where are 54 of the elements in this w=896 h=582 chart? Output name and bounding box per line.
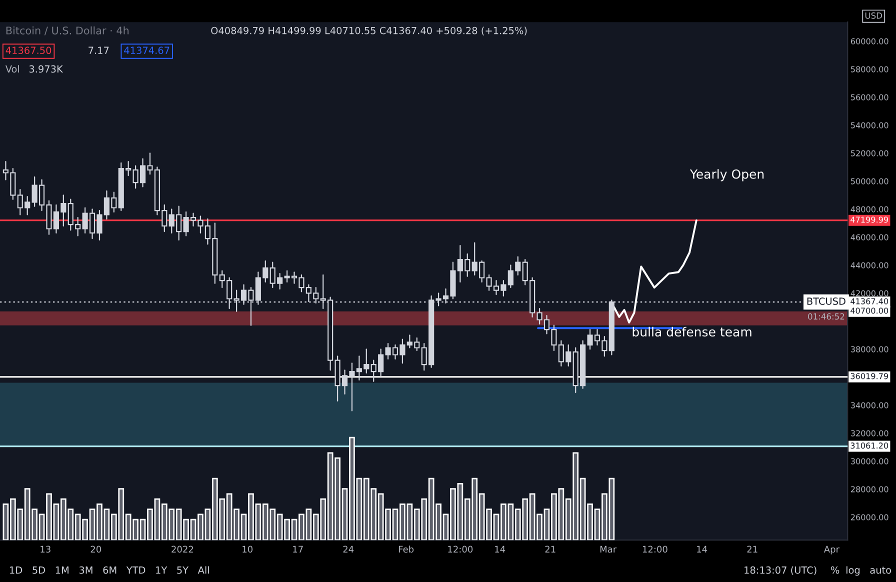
y-tick-label: 42000.00 (850, 290, 888, 296)
annotation: 7.17 (88, 46, 109, 54)
y-tick-label: 28000.00 (850, 486, 888, 492)
ref-line-label: 41367.40 (850, 298, 888, 304)
y-tick-label: 34000.00 (851, 402, 888, 408)
y-tick-label: 30000.00 (851, 458, 888, 464)
x-tick-label: 14 (697, 546, 708, 553)
y-tick-label: 58000.00 (851, 66, 888, 72)
ref-line-label: 47199.99 (850, 216, 888, 223)
annotation: 41374.67 (124, 46, 170, 54)
x-tick-label: 2022 (172, 546, 194, 553)
text: log (846, 566, 860, 576)
y-tick-label: 60000.00 (850, 38, 888, 44)
annotation: 01:46:52 (808, 313, 844, 320)
text: 1D 5D 1M 3M 6M YTD 1Y 5Y All (10, 566, 209, 574)
x-tick-label: 24 (343, 546, 354, 553)
x-tick-label: 12:00 (642, 546, 668, 553)
annotation: 3.973K (29, 65, 64, 73)
y-tick-label: 26000.00 (850, 514, 888, 520)
chart-title: Bitcoin / U.S. Dollar · 4h (6, 26, 129, 36)
annotation: bulla defense team (632, 326, 752, 337)
annotation: Vol (5, 65, 20, 73)
line-series (613, 219, 698, 324)
y-tick-label: 44000.00 (850, 262, 888, 268)
y-tick-label: 54000.00 (851, 122, 888, 128)
x-tick-label: Apr (824, 546, 840, 554)
x-tick-label: 13 (40, 546, 50, 553)
y-tick-label: 56000.00 (851, 94, 888, 100)
annotation: BTCUSD (807, 298, 846, 305)
y-tick-label: 48000.00 (850, 206, 888, 212)
text: % (830, 566, 840, 574)
ref-line-label: 31061.20 (850, 442, 888, 449)
x-tick-label: Feb (398, 546, 414, 553)
x-tick-label: 10 (242, 546, 253, 553)
x-tick-label: 21 (545, 546, 556, 553)
x-tick-label: 14 (495, 546, 506, 553)
y-tick-label: 38000.00 (851, 346, 888, 352)
x-tick-label: 12:00 (448, 546, 473, 553)
x-tick-label: 20 (90, 546, 102, 553)
text: 18:13:07 (UTC) (744, 566, 816, 575)
x-tick-label: 21 (747, 546, 758, 553)
y-tick-label: 52000.00 (851, 150, 888, 156)
text: auto (870, 566, 891, 574)
annotation: Yearly Open (690, 169, 764, 182)
text: USD (865, 12, 882, 19)
annotation: O40849.79 H41499.99 L40710.55 C41367.40 +509.28 (+1.25%) (211, 26, 527, 36)
y-tick-label: 50000.00 (851, 178, 888, 184)
y-tick-label: 32000.00 (851, 430, 888, 436)
x-tick-label: 17 (293, 546, 303, 553)
band-label: 40700.00 (850, 308, 888, 314)
x-tick-label: Mar (600, 546, 617, 553)
annotation: 41367.50 (6, 46, 52, 54)
y-tick-label: 46000.00 (850, 234, 888, 240)
ref-line-label: 36019.79 (850, 373, 888, 380)
